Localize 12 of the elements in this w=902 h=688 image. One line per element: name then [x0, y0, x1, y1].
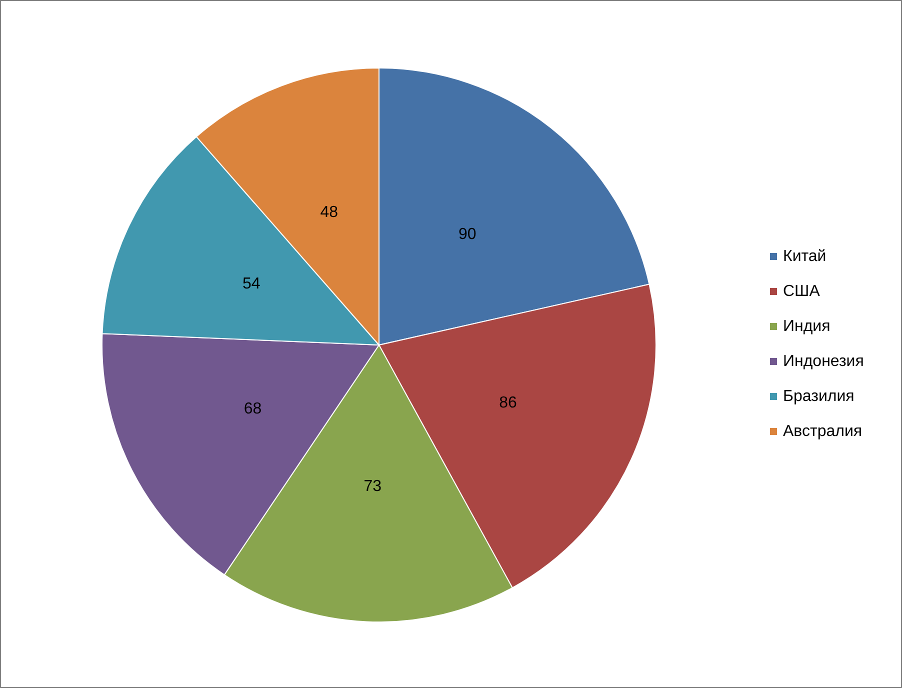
legend-label: Индонезия [783, 353, 864, 370]
data-label: 86 [499, 394, 517, 412]
legend-label: США [783, 283, 820, 300]
legend-label: Китай [783, 248, 826, 265]
data-label: 48 [320, 204, 338, 222]
legend-label: Австралия [783, 423, 862, 440]
data-label: 68 [244, 400, 262, 418]
data-label: 90 [458, 226, 476, 244]
legend-label: Индия [783, 318, 830, 335]
legend-label: Бразилия [783, 388, 854, 405]
data-label: 73 [364, 478, 382, 495]
data-label: 54 [242, 275, 260, 292]
